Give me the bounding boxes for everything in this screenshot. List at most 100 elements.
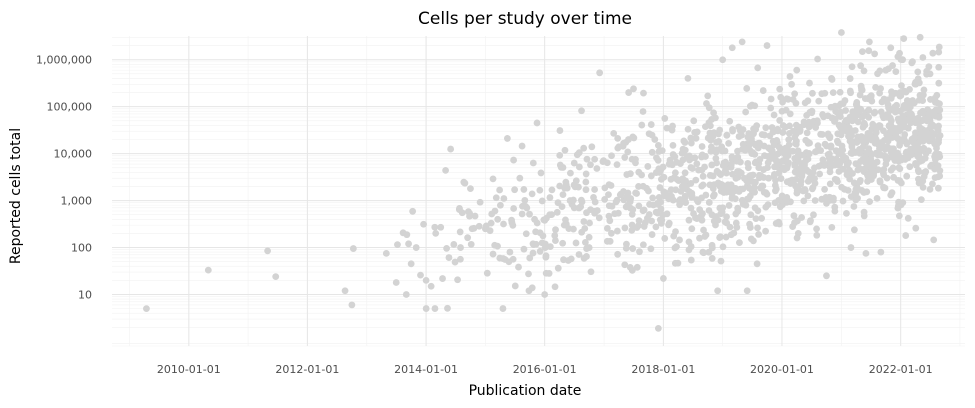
data-point xyxy=(692,134,700,142)
data-point xyxy=(856,91,864,99)
data-point xyxy=(783,164,791,172)
data-point xyxy=(551,283,559,291)
data-point xyxy=(871,108,879,116)
data-point xyxy=(785,159,792,167)
data-point xyxy=(713,146,721,154)
data-point xyxy=(919,54,927,61)
data-point xyxy=(868,151,876,159)
data-point xyxy=(670,232,678,240)
data-point xyxy=(483,269,491,277)
data-point xyxy=(492,194,500,202)
data-point xyxy=(422,305,430,312)
data-point xyxy=(559,191,567,198)
data-point xyxy=(556,151,564,159)
data-point xyxy=(718,147,726,155)
data-point xyxy=(860,165,868,173)
data-point xyxy=(860,189,868,196)
data-point xyxy=(572,177,580,185)
data-point xyxy=(665,192,673,200)
data-point xyxy=(809,89,816,97)
data-point xyxy=(857,137,865,144)
data-point xyxy=(867,136,875,144)
data-point xyxy=(613,227,621,235)
data-point xyxy=(443,244,451,252)
data-point xyxy=(785,136,793,144)
data-point xyxy=(847,244,855,251)
data-point xyxy=(656,184,664,191)
data-point xyxy=(770,141,778,149)
data-point xyxy=(723,131,731,139)
data-point xyxy=(676,196,684,203)
data-point xyxy=(349,245,357,252)
data-point xyxy=(860,212,868,220)
data-point xyxy=(850,226,858,234)
data-point xyxy=(510,156,517,164)
data-point xyxy=(582,178,590,186)
data-point xyxy=(792,137,800,145)
y-tick-label: 100 xyxy=(71,242,92,255)
data-point xyxy=(652,169,660,176)
data-point xyxy=(708,241,716,249)
data-point xyxy=(842,107,850,114)
data-point xyxy=(708,211,716,219)
data-point xyxy=(929,180,936,188)
data-point xyxy=(608,202,616,210)
data-point xyxy=(533,219,541,227)
data-point xyxy=(561,146,569,154)
data-point xyxy=(777,93,785,101)
data-point xyxy=(392,279,400,286)
data-point xyxy=(857,62,865,70)
data-point xyxy=(522,230,530,238)
data-point xyxy=(794,147,802,155)
data-point xyxy=(918,157,926,164)
data-point xyxy=(533,119,541,127)
data-point xyxy=(684,125,692,133)
data-point xyxy=(676,201,684,209)
data-point xyxy=(726,117,734,125)
data-point xyxy=(846,75,854,82)
data-point xyxy=(734,173,742,181)
data-point xyxy=(734,207,742,215)
data-point xyxy=(696,234,703,242)
data-point xyxy=(883,96,891,104)
data-point xyxy=(755,164,763,172)
data-point xyxy=(767,155,775,162)
data-point xyxy=(699,210,706,217)
data-point xyxy=(935,43,943,51)
data-point xyxy=(772,185,780,193)
chart-title: Cells per study over time xyxy=(418,9,632,29)
data-point xyxy=(678,149,686,157)
data-point xyxy=(851,189,859,197)
data-point xyxy=(754,64,762,72)
data-point xyxy=(729,126,736,133)
data-point xyxy=(827,103,835,111)
data-point xyxy=(431,305,439,312)
data-point xyxy=(591,186,598,193)
data-point xyxy=(916,33,924,41)
data-point xyxy=(793,66,801,74)
data-point xyxy=(632,189,639,197)
data-point xyxy=(828,223,836,231)
data-point xyxy=(791,162,799,169)
data-point xyxy=(836,88,844,96)
data-point xyxy=(491,241,499,249)
data-point xyxy=(629,245,637,252)
data-point xyxy=(685,216,693,224)
y-tick-label: 100,000 xyxy=(47,101,93,114)
data-point xyxy=(919,183,927,191)
data-point xyxy=(848,143,856,151)
data-point xyxy=(671,169,679,177)
data-point xyxy=(856,149,864,157)
data-point xyxy=(681,169,689,177)
data-point xyxy=(812,148,819,156)
data-point xyxy=(673,175,681,183)
data-point xyxy=(808,185,816,193)
data-point xyxy=(870,162,878,169)
data-point xyxy=(537,169,545,177)
data-point xyxy=(727,231,735,239)
data-point xyxy=(639,182,647,190)
data-point xyxy=(828,76,836,83)
data-point xyxy=(685,246,693,254)
data-point xyxy=(695,166,702,174)
data-point xyxy=(667,186,675,194)
